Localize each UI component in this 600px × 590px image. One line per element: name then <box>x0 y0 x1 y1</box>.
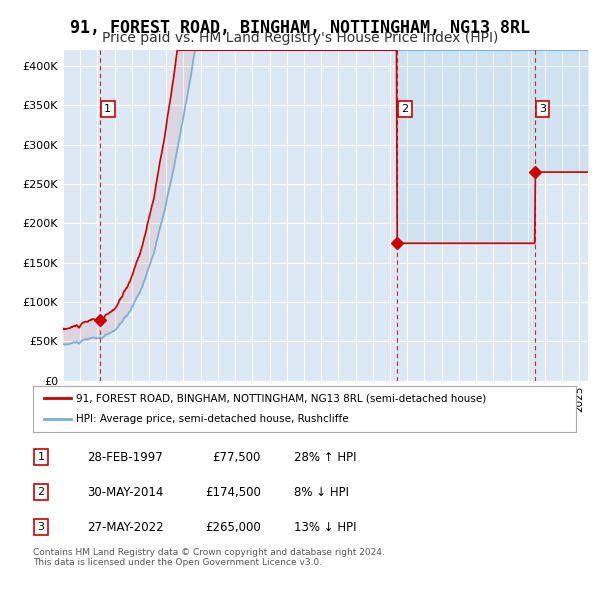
Text: HPI: Average price, semi-detached house, Rushcliffe: HPI: Average price, semi-detached house,… <box>76 414 349 424</box>
Text: £265,000: £265,000 <box>205 520 261 533</box>
Text: 13% ↓ HPI: 13% ↓ HPI <box>293 520 356 533</box>
Text: 30-MAY-2014: 30-MAY-2014 <box>88 486 164 499</box>
Text: Contains HM Land Registry data © Crown copyright and database right 2024.
This d: Contains HM Land Registry data © Crown c… <box>33 548 385 567</box>
Text: 1: 1 <box>104 104 112 114</box>
Text: 91, FOREST ROAD, BINGHAM, NOTTINGHAM, NG13 8RL: 91, FOREST ROAD, BINGHAM, NOTTINGHAM, NG… <box>70 19 530 37</box>
Text: 3: 3 <box>539 104 546 114</box>
Text: Price paid vs. HM Land Registry's House Price Index (HPI): Price paid vs. HM Land Registry's House … <box>102 31 498 45</box>
Text: £174,500: £174,500 <box>205 486 261 499</box>
Text: 2: 2 <box>38 487 45 497</box>
Text: 3: 3 <box>38 522 44 532</box>
Text: 8% ↓ HPI: 8% ↓ HPI <box>293 486 349 499</box>
Text: £77,500: £77,500 <box>212 451 261 464</box>
Text: 28-FEB-1997: 28-FEB-1997 <box>88 451 163 464</box>
Text: 27-MAY-2022: 27-MAY-2022 <box>88 520 164 533</box>
Text: 2: 2 <box>401 104 409 114</box>
Text: 28% ↑ HPI: 28% ↑ HPI <box>293 451 356 464</box>
Text: 1: 1 <box>38 452 44 462</box>
Text: 91, FOREST ROAD, BINGHAM, NOTTINGHAM, NG13 8RL (semi-detached house): 91, FOREST ROAD, BINGHAM, NOTTINGHAM, NG… <box>76 394 487 404</box>
